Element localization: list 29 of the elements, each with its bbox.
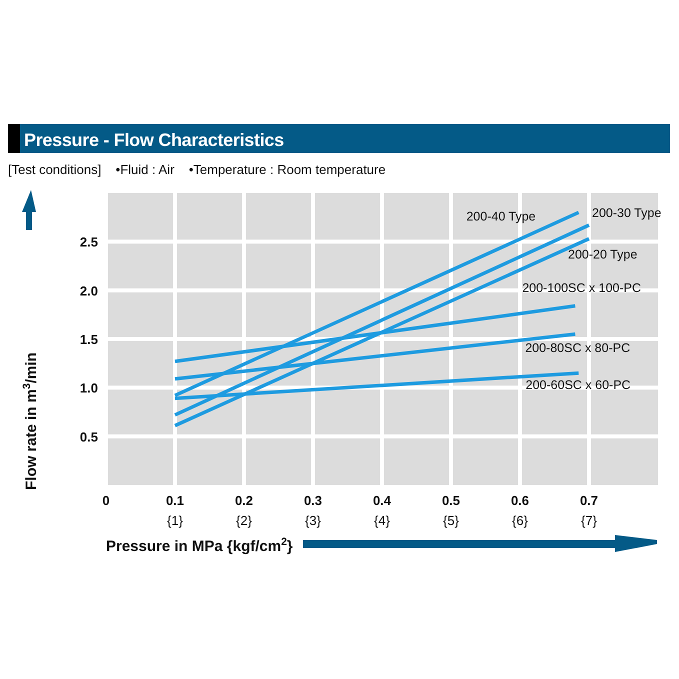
series-label: 200-60SC x 60-PC (526, 378, 631, 392)
x2-tick-label: {6} (512, 513, 529, 528)
series-label: 200-30 Type (592, 206, 662, 220)
y-tick-label: 1.0 (80, 380, 98, 396)
chart-title: Pressure - Flow Characteristics (24, 130, 284, 150)
y-tick-label: 2.5 (80, 234, 98, 250)
x-tick-label: 0.3 (304, 493, 322, 508)
x-tick-label: 0.4 (372, 493, 392, 508)
series-label: 200-100SC x 100-PC (522, 280, 642, 295)
chart-subtitle: [Test conditions] •Fluid : Air •Temperature : Room temperature (8, 162, 386, 177)
x-tick-label: 0 (102, 493, 110, 508)
x-tick-label: 0.7 (580, 493, 598, 508)
y-tick-label: 1.5 (80, 332, 98, 347)
x-tick-label: 0.1 (166, 493, 184, 508)
x-axis-title: Pressure in MPa {kgf/cm$^{2}$} (106, 536, 293, 555)
x2-tick-label: {7} (581, 513, 598, 528)
x2-tick-label: {2} (236, 513, 253, 528)
x2-tick-label: {4} (374, 513, 391, 528)
x2-tick-label: {3} (305, 513, 322, 528)
series-label: 200-40 Type (466, 209, 536, 224)
x2-tick-label: {5} (443, 513, 460, 528)
series-label: 200-80SC x 80-PC (525, 341, 630, 356)
x-tick-label: 0.5 (442, 493, 460, 508)
x2-tick-label: {1} (167, 513, 184, 528)
y-tick-label: 2.0 (80, 283, 98, 298)
series-label: 200-20 Type (568, 248, 638, 262)
x-tick-label: 0.2 (234, 493, 254, 508)
x-tick-label: 0.6 (510, 493, 530, 508)
y-tick-label: 0.5 (80, 429, 98, 444)
